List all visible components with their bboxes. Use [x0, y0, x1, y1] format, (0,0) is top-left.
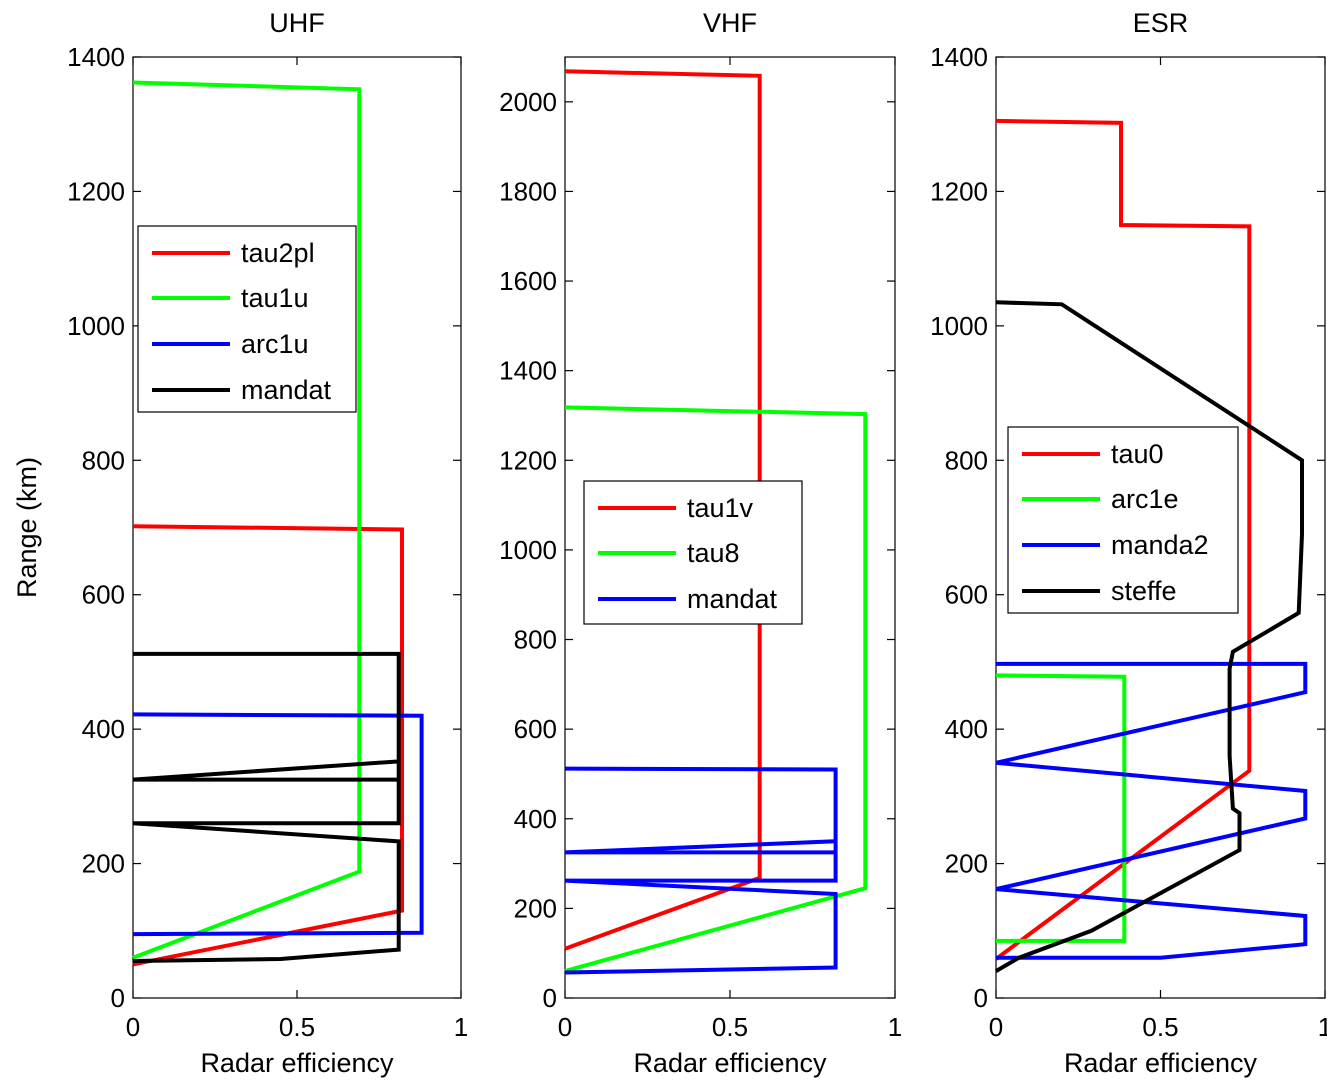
panel-title: UHF	[269, 8, 325, 38]
y-tick-label: 200	[945, 849, 988, 879]
legend: tau0 arc1e manda2 steffe	[1007, 426, 1239, 614]
legend-box	[1007, 426, 1239, 614]
y-tick-label: 1800	[499, 176, 557, 206]
y-tick-label: 0	[974, 983, 988, 1013]
series-line-tau0	[994, 118, 1252, 961]
y-tick-label: 800	[514, 625, 557, 655]
series-line-tau2pl	[132, 524, 404, 967]
x-tick-label: 0	[989, 1012, 1003, 1042]
x-axis-label: Radar efficiency	[200, 1048, 394, 1078]
x-tick-label: 1	[888, 1012, 902, 1042]
y-tick-label: 800	[82, 445, 125, 475]
legend-label-tau1v: tau1v	[687, 493, 754, 523]
panel-title: ESR	[1133, 8, 1189, 38]
y-tick-label: 400	[82, 714, 125, 744]
y-tick-label: 600	[945, 580, 988, 610]
panel-esr: 0 200 400 600 800 1000 1200 1400 0 0.5 1 ESR Radar e…	[930, 8, 1327, 1078]
y-tick-label: 800	[945, 445, 988, 475]
panel-vhf: 0 200 400 600 800 1000 1200 1400 1600 1800 2000 0 0.…	[499, 8, 902, 1078]
y-tick-label: 1600	[499, 266, 557, 296]
legend-label-tau0: tau0	[1111, 439, 1164, 469]
series-line-mandat	[132, 651, 401, 963]
y-tick-label: 1000	[67, 311, 125, 341]
y-axis-label: Range (km)	[12, 457, 42, 598]
y-tick-label: 1400	[930, 42, 988, 72]
legend-label-tau2pl: tau2pl	[241, 238, 315, 268]
series-line-manda2	[995, 661, 1308, 960]
y-tick-label: 400	[514, 804, 557, 834]
x-tick-label: 0.5	[279, 1012, 315, 1042]
y-tick-label: 600	[514, 714, 557, 744]
y-tick-label: 1200	[499, 445, 557, 475]
y-tick-label: 0	[111, 983, 125, 1013]
y-tick-label: 1200	[930, 176, 988, 206]
y-tick-label: 1400	[499, 356, 557, 386]
y-tick-label: 1000	[499, 535, 557, 565]
y-tick-label: 2000	[499, 87, 557, 117]
legend-box	[137, 225, 357, 413]
legend-label-mandat: mandat	[687, 584, 778, 614]
series-line-mandat	[564, 766, 838, 975]
panel-title: VHF	[703, 8, 757, 38]
legend-label-steffe: steffe	[1111, 576, 1177, 606]
x-tick-label: 0.5	[1142, 1012, 1178, 1042]
series-line-tau1u	[132, 80, 362, 960]
legend-label-arc1u: arc1u	[241, 329, 309, 359]
x-axis-label: Radar efficiency	[1064, 1048, 1258, 1078]
y-tick-label: 400	[945, 714, 988, 744]
series-line-tau8	[564, 405, 868, 974]
x-axis-label: Radar efficiency	[633, 1048, 827, 1078]
y-tick-label: 1200	[67, 176, 125, 206]
y-tick-label: 200	[514, 893, 557, 923]
y-tick-label: 0	[543, 983, 557, 1013]
legend-label-manda2: manda2	[1111, 530, 1209, 560]
legend-label-tau8: tau8	[687, 538, 740, 568]
x-tick-label: 0	[126, 1012, 140, 1042]
x-tick-label: 0	[558, 1012, 572, 1042]
legend: tau1v tau8 mandat	[583, 480, 803, 625]
x-tick-label: 1	[454, 1012, 468, 1042]
y-tick-label: 1000	[930, 311, 988, 341]
series-line-tau1v	[564, 69, 762, 951]
y-tick-label: 200	[82, 849, 125, 879]
x-tick-label: 0.5	[712, 1012, 748, 1042]
legend-label-tau1u: tau1u	[241, 283, 309, 313]
y-tick-label: 1400	[67, 42, 125, 72]
y-tick-label: 600	[82, 580, 125, 610]
legend: tau2pl tau1u arc1u mandat	[137, 225, 357, 413]
x-tick-label: 1	[1318, 1012, 1327, 1042]
legend-label-mandat: mandat	[241, 375, 332, 405]
legend-label-arc1e: arc1e	[1111, 484, 1179, 514]
series-line-steffe	[994, 300, 1304, 973]
panel-uhf: 0 200 400 600 800 1000 1200 1400 0 0.5 1 UHF Radar e…	[67, 8, 468, 1078]
series-line-arc1u	[132, 712, 424, 937]
